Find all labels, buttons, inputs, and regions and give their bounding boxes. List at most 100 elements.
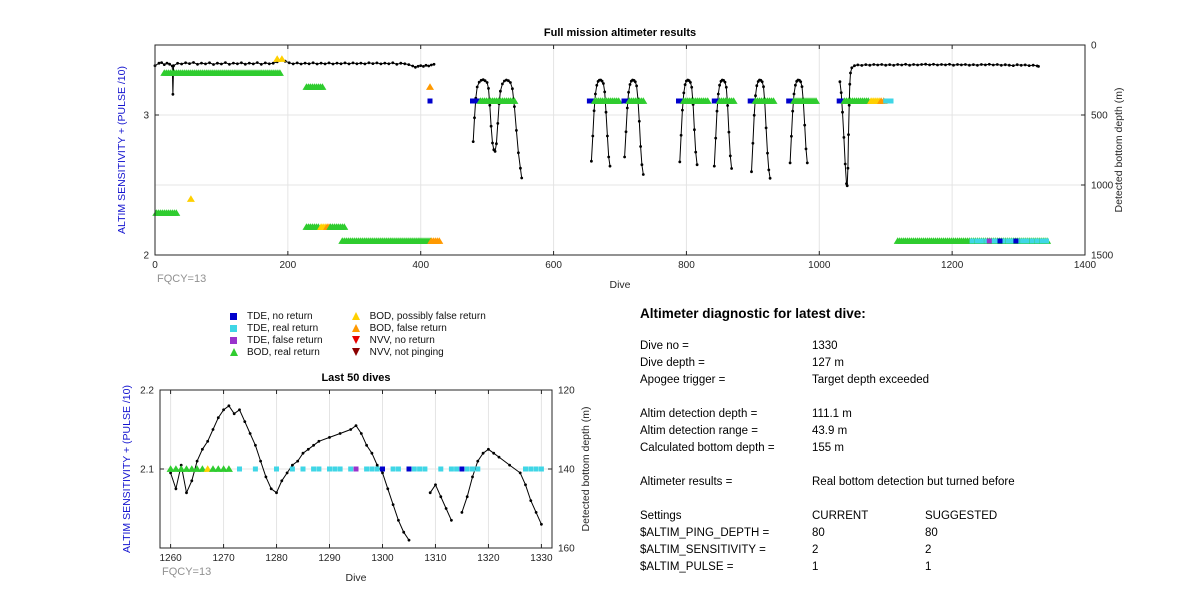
trace-point xyxy=(240,61,243,65)
trace-point xyxy=(347,62,351,66)
trace-point xyxy=(429,63,433,67)
trace-point xyxy=(491,141,494,145)
result-marker xyxy=(438,466,444,472)
diagnostic-value: 1330 xyxy=(812,339,838,352)
trace-point xyxy=(1037,65,1040,68)
x-tick-label: 800 xyxy=(678,260,695,271)
depth-trace-line xyxy=(461,448,542,525)
result-marker xyxy=(472,98,478,104)
result-marker xyxy=(252,466,258,472)
trace-point xyxy=(884,63,888,67)
trace-point xyxy=(517,151,520,155)
fqcy-label: FQCY=13 xyxy=(162,566,211,578)
trace-point xyxy=(1019,63,1023,67)
diagnostic-row: Apogee trigger = Target depth exceeded xyxy=(640,371,1120,388)
diagnostic-label: $ALTIM_PING_DEPTH = xyxy=(640,526,770,539)
trace-point xyxy=(764,126,768,130)
trace-point xyxy=(169,471,173,475)
result-marker xyxy=(390,466,396,472)
trace-point xyxy=(519,166,522,170)
trace-point xyxy=(872,63,876,66)
result-marker xyxy=(353,466,359,472)
result-marker xyxy=(426,83,434,90)
trace-point xyxy=(515,129,518,132)
trace-point xyxy=(428,491,432,495)
trace-point xyxy=(471,140,475,144)
x-tick-label: 1290 xyxy=(318,553,341,564)
trace-point xyxy=(483,79,487,83)
trace-point xyxy=(222,408,226,412)
trace-point xyxy=(365,443,368,447)
result-marker xyxy=(219,465,228,472)
trace-point xyxy=(259,459,262,463)
tde-no-return-marker-icon xyxy=(228,312,239,320)
trace-point xyxy=(275,491,278,495)
trace-point xyxy=(628,83,632,86)
result-marker xyxy=(198,465,207,472)
trace-point xyxy=(306,447,310,451)
legend-marker-shape xyxy=(352,312,361,320)
result-marker xyxy=(475,98,481,104)
result-marker xyxy=(182,465,191,472)
trace-point xyxy=(465,495,469,499)
trace-point xyxy=(948,62,951,66)
y-tick-label-right: 120 xyxy=(558,386,575,397)
trace-point xyxy=(271,61,275,65)
trace-point xyxy=(956,63,959,66)
trace-point xyxy=(303,61,307,65)
result-marker xyxy=(337,466,343,472)
trace-point xyxy=(750,170,753,174)
trace-point xyxy=(379,62,383,66)
result-marker xyxy=(969,238,975,244)
legend-label: NVV, no return xyxy=(369,334,435,346)
result-marker xyxy=(990,238,996,244)
trace-point xyxy=(760,80,764,84)
trace-point xyxy=(475,85,479,89)
trace-point xyxy=(540,522,543,526)
trace-point xyxy=(805,161,809,165)
trace-point xyxy=(768,176,772,180)
trace-point xyxy=(450,518,453,522)
trace-point xyxy=(381,471,384,475)
diagnostic-value: Real bottom detection but turned before xyxy=(812,475,1015,488)
trace-point xyxy=(370,451,374,455)
result-marker xyxy=(214,465,223,472)
diagnostic-row: $ALTIM_PING_DEPTH = 80 80 xyxy=(640,524,1120,541)
diagnostic-row: Altimeter results = Real bottom detection… xyxy=(640,473,1120,490)
trace-point xyxy=(439,495,443,499)
result-marker xyxy=(311,466,317,472)
trace-point xyxy=(192,61,195,64)
y-tick-label-right: 0 xyxy=(1091,41,1097,52)
result-marker xyxy=(475,466,481,472)
result-marker xyxy=(332,466,338,472)
trace-point xyxy=(751,141,755,145)
legend-marker-shape xyxy=(352,324,361,332)
result-marker xyxy=(300,466,306,472)
diagnostic-label: Altim detection range = xyxy=(640,424,758,437)
trace-point xyxy=(267,62,271,66)
trace-point xyxy=(496,122,500,125)
trace-point xyxy=(693,128,696,132)
trace-point xyxy=(995,63,999,66)
result-marker xyxy=(714,98,720,104)
trace-point xyxy=(473,116,476,120)
trace-point xyxy=(493,150,497,153)
trace-point xyxy=(912,63,915,66)
trace-point xyxy=(856,63,860,67)
result-marker xyxy=(395,466,401,472)
trace-point xyxy=(1023,63,1027,67)
result-marker xyxy=(639,97,648,104)
trace-point xyxy=(247,61,251,65)
trace-point xyxy=(976,63,979,67)
trace-point xyxy=(224,61,227,64)
trace-point xyxy=(427,64,431,68)
result-marker xyxy=(166,465,175,472)
nvv-not-pinging-marker-icon xyxy=(351,348,362,356)
grid xyxy=(155,45,1085,255)
trace-point xyxy=(868,63,872,67)
diagnostic-row: $ALTIM_SENSITIVITY = 2 2 xyxy=(640,541,1120,558)
legend-item: NVV, no return xyxy=(351,334,486,346)
trace-point xyxy=(804,147,808,151)
trace-point xyxy=(375,463,379,467)
